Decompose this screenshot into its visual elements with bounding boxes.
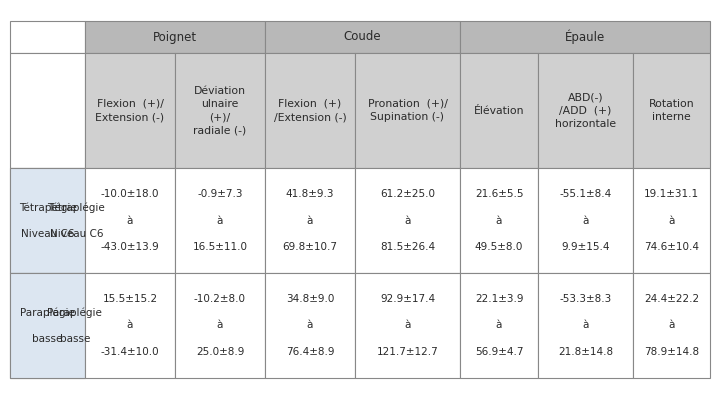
Text: 15.5±15.2

à

-31.4±10.0: 15.5±15.2 à -31.4±10.0 — [101, 294, 159, 357]
Bar — [633, 53, 710, 168]
Text: Pronation  (+)/
Supination (-): Pronation (+)/ Supination (-) — [368, 99, 447, 122]
Text: Paraplégie

basse: Paraplégie basse — [48, 307, 102, 344]
Text: -10.2±8.0

à

25.0±8.9: -10.2±8.0 à 25.0±8.9 — [194, 294, 246, 357]
Bar — [460, 168, 538, 273]
Text: 24.4±22.2

à

78.9±14.8: 24.4±22.2 à 78.9±14.8 — [644, 294, 699, 357]
Bar — [538, 273, 633, 378]
Text: Tétraplégie

Niveau C6: Tétraplégie Niveau C6 — [19, 202, 76, 239]
Text: -0.9±7.3

à

16.5±11.0: -0.9±7.3 à 16.5±11.0 — [192, 189, 248, 252]
Text: Flexion  (+)/
Extension (-): Flexion (+)/ Extension (-) — [96, 99, 165, 122]
Bar — [85, 53, 175, 168]
Text: Paraplégie

basse: Paraplégie basse — [20, 307, 75, 344]
Bar — [175, 273, 265, 378]
Bar — [85, 21, 265, 53]
Bar — [85, 168, 175, 273]
Bar — [175, 168, 265, 273]
Bar — [10, 53, 85, 168]
Text: Épaule: Épaule — [565, 30, 605, 44]
Bar — [265, 168, 355, 273]
Bar — [10, 168, 85, 273]
Bar — [633, 168, 710, 273]
Bar — [538, 168, 633, 273]
Bar — [10, 273, 85, 378]
Bar — [10, 168, 85, 273]
Text: Déviation
ulnaire
(+)/
radiale (-): Déviation ulnaire (+)/ radiale (-) — [194, 86, 247, 135]
Text: Rotation
interne: Rotation interne — [649, 99, 694, 122]
Text: -55.1±8.4

à

9.9±15.4: -55.1±8.4 à 9.9±15.4 — [559, 189, 611, 252]
Bar — [265, 53, 355, 168]
Text: Tétraplégie

Niveau C6: Tétraplégie Niveau C6 — [48, 202, 105, 239]
Text: 61.2±25.0

à

81.5±26.4: 61.2±25.0 à 81.5±26.4 — [380, 189, 435, 252]
Bar — [460, 273, 538, 378]
Text: Poignet: Poignet — [153, 30, 197, 43]
Text: ABD(-)
/ADD  (+)
horizontale: ABD(-) /ADD (+) horizontale — [555, 92, 616, 129]
Text: Flexion  (+)
/Extension (-): Flexion (+) /Extension (-) — [274, 99, 346, 122]
Bar — [10, 273, 85, 378]
Bar — [175, 53, 265, 168]
Text: 19.1±31.1

à

74.6±10.4: 19.1±31.1 à 74.6±10.4 — [644, 189, 699, 252]
Bar — [355, 168, 460, 273]
Text: 21.6±5.5

à

49.5±8.0: 21.6±5.5 à 49.5±8.0 — [474, 189, 523, 252]
Bar — [265, 21, 460, 53]
Bar — [85, 273, 175, 378]
Bar — [460, 53, 538, 168]
Bar — [265, 273, 355, 378]
Bar — [633, 273, 710, 378]
Text: Coude: Coude — [343, 30, 382, 43]
Text: -53.3±8.3

à

21.8±14.8: -53.3±8.3 à 21.8±14.8 — [558, 294, 613, 357]
Bar — [460, 21, 710, 53]
Bar — [355, 53, 460, 168]
Bar — [10, 21, 85, 53]
Bar — [355, 273, 460, 378]
Text: 92.9±17.4

à

121.7±12.7: 92.9±17.4 à 121.7±12.7 — [377, 294, 438, 357]
Text: 41.8±9.3

à

69.8±10.7: 41.8±9.3 à 69.8±10.7 — [282, 189, 338, 252]
Text: 34.8±9.0

à

76.4±8.9: 34.8±9.0 à 76.4±8.9 — [286, 294, 334, 357]
Text: 22.1±3.9

à

56.9±4.7: 22.1±3.9 à 56.9±4.7 — [474, 294, 523, 357]
Text: Élévation: Élévation — [474, 105, 524, 115]
Bar — [538, 53, 633, 168]
Text: -10.0±18.0

à

-43.0±13.9: -10.0±18.0 à -43.0±13.9 — [101, 189, 159, 252]
